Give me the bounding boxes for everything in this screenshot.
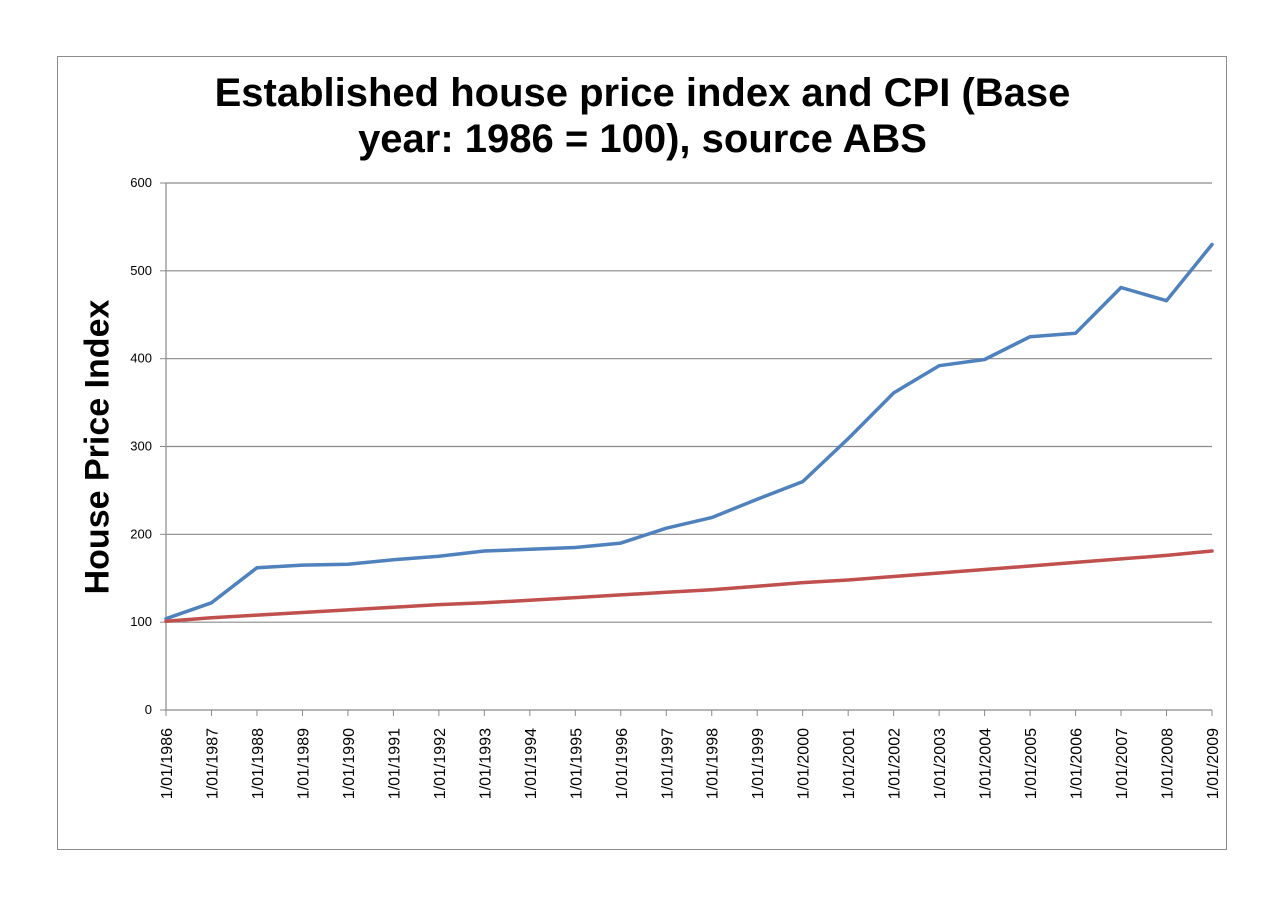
x-tick-label: 1/01/2006: [1069, 728, 1086, 799]
data-point-series-2: [528, 598, 532, 602]
axes: [160, 182, 1213, 716]
data-point-series-2: [437, 603, 441, 607]
data-point-series-1: [573, 546, 577, 550]
data-point-series-1: [346, 562, 350, 566]
data-point-series-2: [391, 605, 395, 609]
data-point-series-2: [255, 613, 259, 617]
data-point-series-1: [983, 358, 987, 362]
x-tick-label: 1/01/1986: [159, 728, 176, 799]
x-tick-label: 1/01/2003: [932, 728, 949, 799]
data-point-series-2: [892, 574, 896, 578]
chart-title-line-1: Established house price index and CPI (B…: [214, 71, 1071, 115]
data-point-series-2: [846, 578, 850, 582]
y-tick-label: 100: [130, 614, 152, 629]
data-point-series-1: [664, 526, 668, 530]
data-point-series-1: [482, 549, 486, 553]
data-point-series-2: [482, 601, 486, 605]
series-lines: [164, 242, 1214, 624]
data-point-series-2: [573, 596, 577, 600]
data-point-series-1: [1210, 242, 1214, 246]
data-point-series-1: [437, 554, 441, 558]
x-tick-labels: 1/01/1986 1/01/1987 1/01/1988 1/01/1989 1/01…: [159, 728, 1222, 799]
x-tick-label: 1/01/1993: [477, 728, 494, 799]
x-tick-label: 1/01/1996: [614, 728, 631, 799]
data-point-series-2: [1119, 557, 1123, 561]
x-tick-label: 1/01/1990: [341, 728, 358, 799]
x-tick-label: 1/01/2009: [1205, 728, 1222, 799]
data-point-series-2: [1074, 560, 1078, 564]
data-point-series-1: [846, 437, 850, 441]
x-tick-label: 1/01/2007: [1114, 728, 1131, 799]
x-tick-label: 1/01/1992: [432, 728, 449, 799]
data-point-series-1: [1074, 331, 1078, 335]
data-point-series-1: [1028, 335, 1032, 339]
data-point-series-2: [346, 608, 350, 612]
x-tick-label: 1/01/1998: [705, 728, 722, 799]
data-point-series-1: [619, 541, 623, 545]
y-tick-labels: 0 100 200 300 400 500 600: [130, 175, 152, 717]
data-point-series-1: [710, 516, 714, 520]
series-line-1: [164, 242, 1214, 621]
data-point-series-2: [801, 581, 805, 585]
x-tick-label: 1/01/1991: [386, 728, 403, 799]
data-point-series-1: [528, 547, 532, 551]
data-point-series-2: [164, 619, 168, 623]
data-point-series-2: [619, 593, 623, 597]
x-tick-label: 1/01/1997: [659, 728, 676, 799]
data-point-series-1: [209, 601, 213, 605]
data-point-series-2: [1210, 549, 1214, 553]
data-point-series-2: [983, 567, 987, 571]
data-point-series-1: [801, 480, 805, 484]
y-tick-label: 400: [130, 351, 152, 366]
x-tick-label: 1/01/2001: [841, 728, 858, 799]
data-point-series-2: [755, 584, 759, 588]
x-tick-label: 1/01/1999: [750, 728, 767, 799]
x-tick-label: 1/01/1989: [295, 728, 312, 799]
y-tick-label: 200: [130, 526, 152, 541]
x-tick-label: 1/01/1995: [568, 728, 585, 799]
x-tick-label: 1/01/1994: [523, 728, 540, 799]
data-point-series-1: [300, 563, 304, 567]
data-point-series-1: [164, 617, 168, 621]
data-point-series-2: [1165, 553, 1169, 557]
chart-frame: [57, 56, 1227, 850]
data-point-series-1: [1119, 286, 1123, 290]
data-point-series-1: [892, 391, 896, 395]
y-tick-label: 300: [130, 439, 152, 454]
data-point-series-2: [664, 590, 668, 594]
series-line-2: [164, 549, 1214, 624]
data-point-series-2: [209, 616, 213, 620]
data-point-series-1: [255, 566, 259, 570]
data-point-series-1: [1165, 299, 1169, 303]
data-point-series-1: [391, 558, 395, 562]
y-tick-label: 600: [130, 175, 152, 190]
y-tick-label: 500: [130, 263, 152, 278]
x-tick-label: 1/01/2000: [796, 728, 813, 799]
data-point-series-2: [1028, 564, 1032, 568]
x-tick-label: 1/01/2004: [978, 728, 995, 799]
data-point-series-2: [710, 588, 714, 592]
x-tick-label: 1/01/1987: [204, 728, 221, 799]
chart-title: Established house price index and CPI (B…: [140, 70, 1145, 162]
data-point-series-2: [937, 571, 941, 575]
data-point-series-1: [937, 364, 941, 368]
chart-title-line-2: year: 1986 = 100), source ABS: [358, 117, 927, 161]
x-tick-label: 1/01/2002: [887, 728, 904, 799]
data-point-series-1: [755, 497, 759, 501]
data-point-series-2: [300, 611, 304, 615]
gridlines: [166, 182, 1212, 623]
x-tick-label: 1/01/1988: [250, 728, 267, 799]
x-tick-label: 1/01/2005: [1023, 728, 1040, 799]
y-tick-label: 0: [145, 702, 152, 717]
x-tick-label: 1/01/2008: [1160, 728, 1177, 799]
